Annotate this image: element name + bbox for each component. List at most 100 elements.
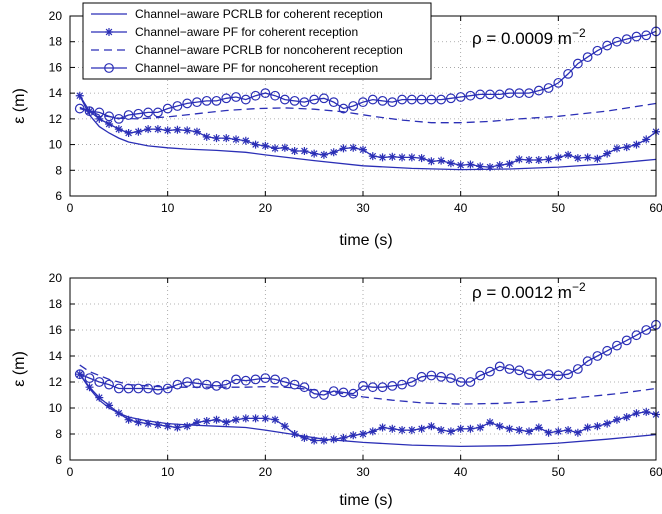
- bottom-y-tick-label-20: 20: [49, 271, 63, 285]
- bottom-series-pf-noncoherent-point-25: [319, 390, 329, 400]
- top-series-pf-coherent-point-43: [495, 161, 504, 170]
- top-series-pf-coherent-point-17: [241, 136, 250, 145]
- top-series-pf-coherent-point-35: [417, 154, 426, 163]
- bottom-series-pf-noncoherent-point-28: [348, 388, 359, 399]
- top-series-pf-noncoherent-point-44: [504, 88, 515, 99]
- top-series-pf-coherent-point-30: [368, 152, 377, 161]
- top-density-annotation: ρ = 0.0009 m−2: [472, 26, 586, 48]
- bottom-series: [74, 319, 661, 448]
- top-series-pf-noncoherent-point-8: [152, 107, 163, 118]
- bottom-series-pf-noncoherent-point-24: [309, 388, 320, 399]
- bottom-series-pf-noncoherent-point-58: [641, 325, 652, 335]
- top-series-pf-noncoherent-line: [79, 30, 657, 120]
- top-series-pf-noncoherent-point-31: [377, 95, 388, 106]
- bottom-y-tick-label-18: 18: [49, 297, 63, 311]
- top-series-pf-coherent-point-2: [95, 114, 104, 123]
- top-series-pf-coherent-point-27: [339, 144, 348, 153]
- top-series-pf-noncoherent-point-27: [338, 103, 349, 114]
- top-series-pf-noncoherent-point-28: [348, 101, 359, 111]
- top-series-pf-noncoherent-point-23: [299, 97, 310, 108]
- top-series-pf-noncoherent-point-4: [113, 113, 124, 124]
- top-series-pf-noncoherent-point-14: [211, 95, 222, 106]
- bottom-density-annotation: ρ = 0.0012 m−2: [472, 280, 586, 302]
- top-series-pcrlb-noncoherent: [79, 102, 657, 124]
- top-series-pf-coherent-point-18: [251, 140, 260, 149]
- top-series-pcrlb-coherent-line: [79, 95, 657, 171]
- legend-marker-pf-coherent: [105, 28, 113, 36]
- bottom-series-pf-noncoherent: [74, 319, 661, 400]
- bottom-series-pf-coherent-point-52: [583, 423, 592, 432]
- bottom-series-pf-noncoherent-point-47: [533, 370, 544, 381]
- top-series-pf-coherent-point-25: [319, 150, 328, 159]
- top-x-tick-label-30: 30: [356, 201, 370, 215]
- top-series-pf-coherent-point-21: [280, 143, 289, 152]
- bottom-density-annotation-text: ρ = 0.0012 m: [472, 283, 572, 302]
- top-series-pf-noncoherent-point-41: [475, 89, 486, 100]
- bottom-series-pf-coherent-point-26: [329, 435, 338, 444]
- bottom-series-pf-coherent-point-18: [251, 414, 260, 423]
- top-series-pf-noncoherent-point-51: [572, 58, 583, 69]
- top-series-pf-coherent-point-0: [75, 91, 84, 100]
- bottom-x-tick-label-20: 20: [259, 465, 273, 479]
- bottom-series-pf-coherent-point-8: [153, 420, 162, 429]
- bottom-y-tick-label-14: 14: [49, 349, 63, 363]
- top-series-pf-noncoherent-point-24: [309, 94, 320, 105]
- bottom-series-pf-noncoherent-point-41: [475, 370, 486, 381]
- bottom-series-pf-coherent-point-11: [183, 422, 192, 431]
- bottom-series-pf-coherent-point-3: [105, 401, 114, 410]
- top-series-pf-coherent-point-10: [173, 125, 182, 134]
- top-series-pf-noncoherent-point-20: [270, 90, 281, 101]
- bottom-series-pf-coherent-point-34: [407, 426, 416, 435]
- top-series-pf-noncoherent-point-16: [231, 92, 241, 102]
- bottom-series-pf-coherent-point-37: [437, 426, 446, 435]
- bottom-series-pf-coherent-point-31: [378, 423, 387, 432]
- top-series-pf-coherent-point-37: [437, 156, 446, 165]
- bottom-series-pf-coherent-point-54: [603, 419, 612, 428]
- top-series-pf-coherent-point-5: [124, 129, 133, 137]
- top-series-pf-noncoherent-point-56: [621, 34, 632, 45]
- top-series-pf-coherent-point-4: [114, 125, 123, 134]
- top-series-pf-coherent-point-3: [105, 120, 114, 128]
- bottom-series-pf-noncoherent-point-40: [465, 377, 476, 387]
- bottom-series-pf-noncoherent-point-43: [494, 361, 505, 372]
- bottom-x-tick-label-30: 30: [356, 465, 370, 479]
- top-y-tick-label-8: 8: [55, 163, 62, 177]
- top-series-pf-coherent-point-28: [349, 143, 358, 152]
- bottom-series-pf-coherent-point-15: [222, 418, 231, 427]
- bottom-series-pf-coherent-point-33: [398, 426, 407, 435]
- top-y-axis-label: ε (m): [11, 88, 28, 124]
- bottom-series-pf-noncoherent-point-52: [582, 356, 593, 367]
- bottom-x-tick-label-40: 40: [454, 465, 468, 479]
- bottom-series-pf-coherent-point-22: [290, 430, 299, 438]
- top-series-pf-noncoherent-point-30: [367, 94, 378, 105]
- bottom-series-pf-noncoherent-point-37: [436, 371, 447, 382]
- bottom-series-pf-noncoherent-point-13: [201, 379, 212, 390]
- bottom-series-pf-coherent-point-28: [349, 431, 358, 440]
- bottom-series-pf-noncoherent-point-42: [485, 366, 495, 377]
- bottom-series-pf-coherent-point-40: [466, 424, 475, 433]
- top-series-pf-coherent-point-12: [192, 127, 201, 136]
- top-series-pf-noncoherent-point-21: [279, 94, 290, 105]
- top-y-tick-label-12: 12: [49, 112, 63, 126]
- top-y-tick-label-6: 6: [55, 189, 62, 203]
- top-series-pf-coherent-point-41: [476, 162, 485, 171]
- legend-marker-pf-noncoherent: [104, 63, 114, 73]
- top-series: [74, 26, 661, 172]
- bottom-series-pf-coherent-point-9: [163, 422, 172, 431]
- bottom-series-pf-noncoherent-point-46: [524, 369, 534, 380]
- bottom-x-tick-label-60: 60: [649, 465, 662, 479]
- bottom-x-tick-label-0: 0: [67, 465, 74, 479]
- top-series-pf-noncoherent-point-26: [328, 97, 339, 108]
- bottom-series-pf-coherent-point-41: [476, 423, 485, 432]
- top-series-pf-coherent-point-32: [388, 152, 397, 161]
- bottom-series-pf-coherent-point-44: [505, 424, 514, 433]
- bottom-series-pf-noncoherent-point-50: [563, 369, 573, 380]
- bottom-series-pf-noncoherent-point-9: [162, 383, 173, 394]
- bottom-x-axis-label: time (s): [339, 492, 392, 509]
- top-series-pf-noncoherent-point-47: [533, 85, 544, 96]
- top-series-pcrlb-coherent: [79, 95, 657, 171]
- bottom-y-tick-label-6: 6: [55, 453, 62, 467]
- bottom-series-pf-coherent-point-14: [212, 415, 221, 424]
- top-x-tick-label-20: 20: [259, 201, 273, 215]
